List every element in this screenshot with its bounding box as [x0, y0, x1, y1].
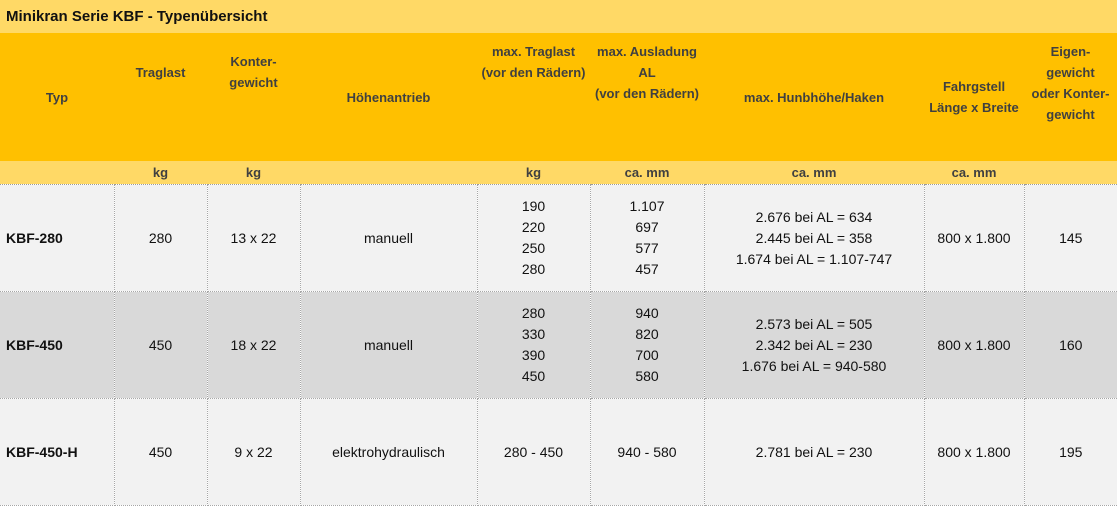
cell-max-traglast[interactable]: 280 - 450	[477, 398, 591, 506]
unit-max-ausladung: ca. mm	[590, 161, 704, 185]
header-max-hubhoehe: max. Hunbhöhe/Haken	[704, 33, 924, 161]
cell-kontergewicht[interactable]: 18 x 22	[207, 291, 301, 399]
header-hoehenantrieb: Höhenantrieb	[300, 33, 477, 161]
cell-typ[interactable]: KBF-280	[0, 184, 115, 292]
cell-fahrgestell[interactable]: 800 x 1.800	[924, 398, 1025, 506]
cell-typ[interactable]: KBF-450	[0, 291, 115, 399]
cell-hoehenantrieb[interactable]: elektrohydraulisch	[300, 398, 478, 506]
cell-hoehenantrieb[interactable]: manuell	[300, 184, 478, 292]
header-row: Typ Traglast Konter-gewicht Höhenantrieb…	[0, 33, 1117, 161]
cell-max-traglast[interactable]: 280 330 390 450	[477, 291, 591, 399]
cell-traglast[interactable]: 450	[114, 398, 208, 506]
unit-fahrgestell: ca. mm	[924, 161, 1024, 185]
cell-eigengewicht[interactable]: 195	[1024, 398, 1117, 506]
table-row-kbf-450-h: KBF-450-H 450 9 x 22 elektrohydraulisch …	[0, 398, 1117, 506]
unit-eigengewicht	[1024, 161, 1117, 185]
cell-max-hubhoehe[interactable]: 2.781 bei AL = 230	[704, 398, 925, 506]
unit-traglast: kg	[114, 161, 207, 185]
cell-eigengewicht[interactable]: 145	[1024, 184, 1117, 292]
cell-max-ausladung[interactable]: 940 - 580	[590, 398, 705, 506]
cell-fahrgestell[interactable]: 800 x 1.800	[924, 184, 1025, 292]
cell-kontergewicht[interactable]: 13 x 22	[207, 184, 301, 292]
cell-max-hubhoehe[interactable]: 2.676 bei AL = 634 2.445 bei AL = 358 1.67…	[704, 184, 925, 292]
table-row-kbf-280: KBF-280 280 13 x 22 manuell 190 220 250 280…	[0, 184, 1117, 292]
cell-max-ausladung[interactable]: 940 820 700 580	[590, 291, 705, 399]
header-typ: Typ	[0, 33, 114, 161]
header-max-ausladung: max. Ausladung AL (vor den Rädern)	[590, 33, 704, 161]
header-traglast: Traglast	[114, 33, 207, 161]
unit-kontergewicht: kg	[207, 161, 300, 185]
crane-type-table: Typ Traglast Konter-gewicht Höhenantrieb…	[0, 33, 1117, 506]
cell-typ[interactable]: KBF-450-H	[0, 398, 115, 506]
unit-typ	[0, 161, 114, 185]
cell-hoehenantrieb[interactable]: manuell	[300, 291, 478, 399]
header-fahrgestell: Fahrgstell Länge x Breite	[924, 33, 1024, 161]
table-row-kbf-450: KBF-450 450 18 x 22 manuell 280 330 390 450…	[0, 291, 1117, 399]
cell-max-hubhoehe[interactable]: 2.573 bei AL = 505 2.342 bei AL = 230 1.67…	[704, 291, 925, 399]
header-eigengewicht: Eigen-gewicht oder Konter-gewicht	[1024, 33, 1117, 161]
units-row: kg kg kg ca. mm ca. mm ca. mm	[0, 161, 1117, 185]
cell-fahrgestell[interactable]: 800 x 1.800	[924, 291, 1025, 399]
cell-traglast[interactable]: 280	[114, 184, 208, 292]
header-kontergewicht: Konter-gewicht	[207, 33, 300, 161]
cell-max-ausladung[interactable]: 1.107 697 577 457	[590, 184, 705, 292]
cell-eigengewicht[interactable]: 160	[1024, 291, 1117, 399]
header-max-traglast: max. Traglast (vor den Rädern)	[477, 33, 590, 161]
unit-max-hubhoehe: ca. mm	[704, 161, 924, 185]
sheet-title: Minikran Serie KBF - Typenübersicht	[0, 0, 1117, 33]
cell-kontergewicht[interactable]: 9 x 22	[207, 398, 301, 506]
cell-traglast[interactable]: 450	[114, 291, 208, 399]
cell-max-traglast[interactable]: 190 220 250 280	[477, 184, 591, 292]
unit-max-traglast: kg	[477, 161, 590, 185]
unit-hoehenantrieb	[300, 161, 477, 185]
